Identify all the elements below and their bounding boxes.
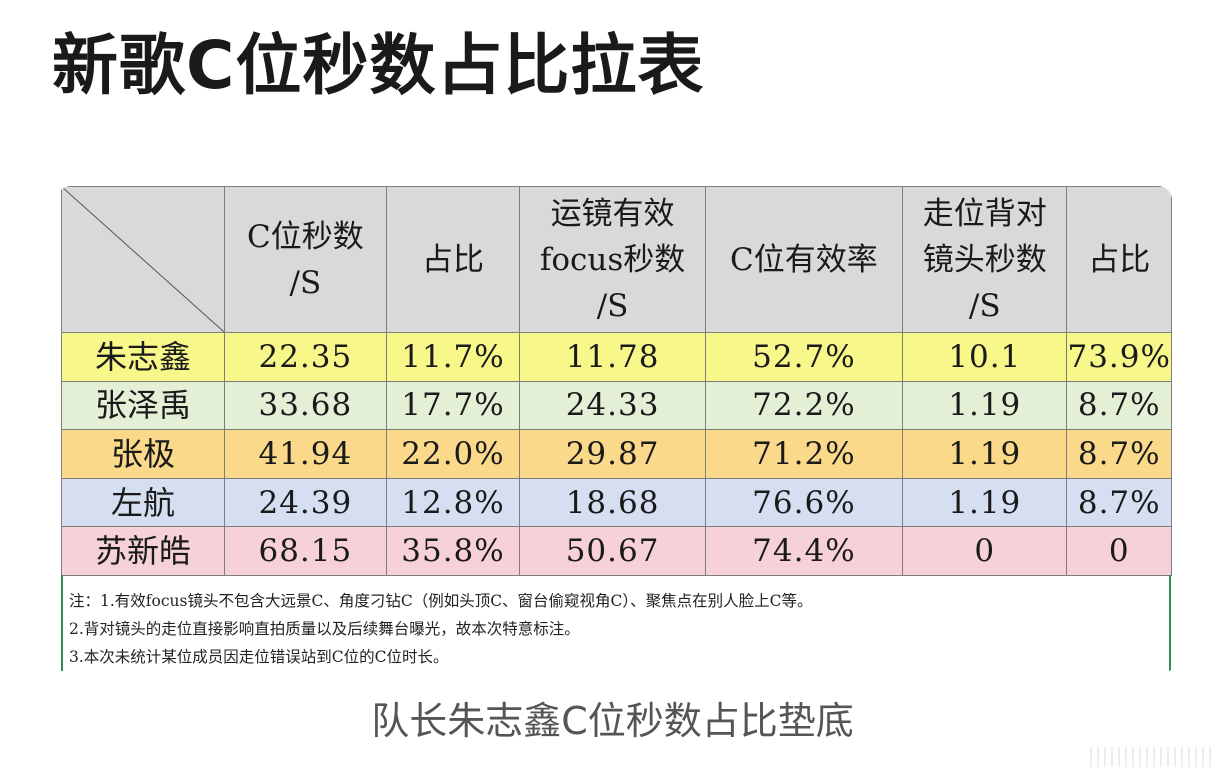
table-row: 苏新皓 68.15 35.8% 50.67 74.4% 0 0 [60,526,1172,576]
table-cell: 76.6% [704,477,904,528]
header-label-line: /S [968,287,1001,324]
member-name-cell: 朱志鑫 [60,332,226,382]
header-label-line: 占比 [1088,241,1151,278]
table-cell: 52.7% [704,332,904,382]
table-cell: 11.78 [519,332,706,382]
table-cell: 0 [1066,526,1172,576]
header-label-line: 镜头秒数 [922,241,1047,278]
stats-table-image: C位秒数/S 占比 运镜有效 focus秒数/S C位有效率 走位背对镜头秒数/S… [57,186,1172,678]
note-line: 3.本次未统计某位成员因走位错误站到C位的C位时长。 [69,648,449,666]
table-cell: 1.19 [902,429,1068,479]
table-cell: 29.87 [519,429,706,479]
stats-table: C位秒数/S 占比 运镜有效 focus秒数/S C位有效率 走位背对镜头秒数/S… [60,186,1172,576]
member-name-cell: 左航 [60,477,226,528]
table-cell: 73.9% [1066,332,1172,382]
table-cell: 17.7% [385,380,521,431]
member-name-cell: 张泽禹 [60,380,226,431]
header-back-share: 占比 [1066,186,1172,333]
header-back-seconds: 走位背对镜头秒数/S [902,186,1068,333]
table-cell: 33.68 [224,380,387,431]
table-row: 张泽禹 33.68 17.7% 24.33 72.2% 1.19 8.7% [60,380,1172,431]
header-label-line: C位秒数 [246,218,364,255]
watermark-bars [1011,745,1211,767]
table-notes: 注：1.有效focus镜头不包含大远景C、角度刁钻C（例如头顶C、窗台偷窥视角C… [61,575,1171,671]
header-share: 占比 [385,186,521,333]
table-cell: 10.1 [902,332,1068,382]
header-c-seconds: C位秒数/S [224,186,387,333]
table-cell: 22.0% [385,429,521,479]
table-cell: 0 [902,526,1068,576]
table-cell: 50.67 [519,526,706,576]
header-label-line: 占比 [422,241,484,278]
table-cell: 24.33 [519,380,706,431]
table-cell: 11.7% [385,332,521,382]
table-cell: 68.15 [224,526,387,576]
table-row: 左航 24.39 12.8% 18.68 76.6% 1.19 8.7% [60,477,1172,528]
header-focus-seconds: 运镜有效 focus秒数/S [519,186,706,333]
table-cell: 24.39 [224,477,387,528]
table-cell: 41.94 [224,429,387,479]
table-cell: 8.7% [1066,380,1172,431]
table-cell: 71.2% [704,429,904,479]
note-line: 注：1.有效focus镜头不包含大远景C、角度刁钻C（例如头顶C、窗台偷窥视角C… [69,592,813,610]
header-label-line: /S [596,287,629,324]
table-cell: 12.8% [385,477,521,528]
table-cell: 35.8% [385,526,521,576]
header-c-efficiency: C位有效率 [704,186,904,333]
header-label-line: /S [289,264,322,301]
table-cell: 72.2% [704,380,904,431]
member-name-cell: 苏新皓 [60,526,226,576]
header-label-line: C位有效率 [730,241,878,278]
table-row: 张极 41.94 22.0% 29.87 71.2% 1.19 8.7% [60,429,1172,479]
table-cell: 1.19 [902,477,1068,528]
table-cell: 18.68 [519,477,706,528]
table-cell: 22.35 [224,332,387,382]
table-cell: 8.7% [1066,429,1172,479]
table-row: 朱志鑫 22.35 11.7% 11.78 52.7% 10.1 73.9% [60,332,1172,382]
member-name-cell: 张极 [60,429,226,479]
table-header-row: C位秒数/S 占比 运镜有效 focus秒数/S C位有效率 走位背对镜头秒数/S… [60,186,1172,333]
header-label-line: 运镜有效 [550,195,675,232]
corner-diagonal-cell [60,186,226,333]
page-title: 新歌C位秒数占比拉表 [52,27,705,104]
table-cell: 74.4% [704,526,904,576]
note-line: 2.背对镜头的走位直接影响直拍质量以及后续舞台曝光，故本次特意标注。 [69,620,580,638]
image-caption: 队长朱志鑫C位秒数占比垫底 [371,699,854,743]
header-label-line: 走位背对 [922,195,1047,232]
table-cell: 8.7% [1066,477,1172,528]
header-label-line: focus秒数 [539,241,686,278]
table-cell: 1.19 [902,380,1068,431]
